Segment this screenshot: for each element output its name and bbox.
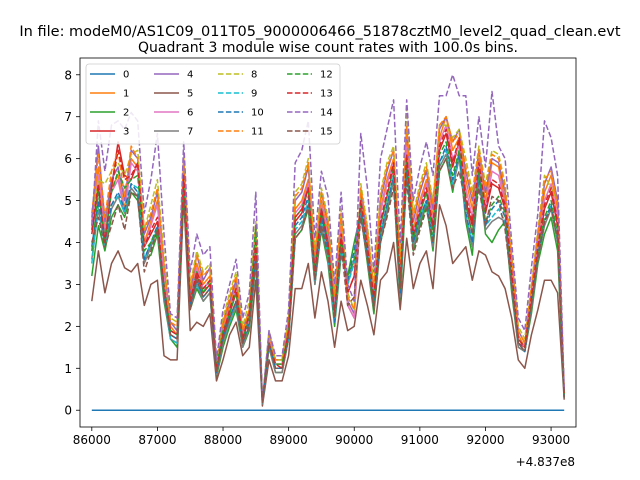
x-tick-label: 87000 bbox=[138, 433, 176, 447]
legend-label-4: 4 bbox=[187, 70, 193, 81]
chart-title: Quadrant 3 module wise count rates with … bbox=[138, 40, 518, 56]
legend-label-15: 15 bbox=[320, 127, 333, 138]
x-tick-label: 89000 bbox=[270, 433, 308, 447]
x-tick-label: 91000 bbox=[401, 433, 439, 447]
series-line-5 bbox=[91, 195, 565, 407]
legend-label-11: 11 bbox=[251, 127, 264, 138]
x-tick-label: 90000 bbox=[335, 433, 373, 447]
legend-label-10: 10 bbox=[251, 108, 264, 119]
legend-label-3: 3 bbox=[123, 127, 129, 138]
x-tick-label: 93000 bbox=[532, 433, 570, 447]
series-line-11 bbox=[91, 115, 565, 403]
legend-label-1: 1 bbox=[123, 89, 129, 100]
series-line-14 bbox=[91, 74, 565, 403]
x-tick-label: 92000 bbox=[466, 433, 504, 447]
legend-label-13: 13 bbox=[320, 89, 333, 100]
x-tick-label: 88000 bbox=[204, 433, 242, 447]
legend-label-7: 7 bbox=[187, 127, 193, 138]
y-tick-label: 6 bbox=[64, 152, 72, 166]
legend-label-14: 14 bbox=[320, 108, 333, 119]
legend-label-2: 2 bbox=[123, 108, 129, 119]
y-tick-label: 4 bbox=[64, 236, 72, 250]
series-line-15 bbox=[91, 157, 565, 404]
y-tick-label: 8 bbox=[64, 68, 72, 82]
y-tick-label: 1 bbox=[64, 362, 72, 376]
y-tick-label: 7 bbox=[64, 110, 72, 124]
axes: 86000 87000 88000 89000 90000 91000 92000 93000… bbox=[64, 57, 577, 447]
y-tick-label: 5 bbox=[64, 194, 72, 208]
legend-label-9: 9 bbox=[251, 89, 257, 100]
y-tick-label: 3 bbox=[64, 278, 72, 292]
legend-label-6: 6 bbox=[187, 108, 193, 119]
legend-box bbox=[85, 63, 341, 145]
legend-label-12: 12 bbox=[320, 70, 333, 81]
figure-suptitle: In file: modeM0/AS1C09_011T05_9000006466… bbox=[19, 24, 620, 40]
legend-label-0: 0 bbox=[123, 70, 129, 81]
series-line-10 bbox=[91, 145, 565, 404]
y-tick-label: 2 bbox=[64, 320, 72, 334]
x-offset-label: +4.837e8 bbox=[516, 455, 575, 469]
legend-label-5: 5 bbox=[187, 89, 193, 100]
series-layer bbox=[91, 74, 565, 411]
series-line-13 bbox=[91, 128, 565, 403]
y-tick-label: 0 bbox=[64, 404, 72, 418]
legend-label-8: 8 bbox=[251, 70, 257, 81]
x-tick-label: 86000 bbox=[73, 433, 111, 447]
